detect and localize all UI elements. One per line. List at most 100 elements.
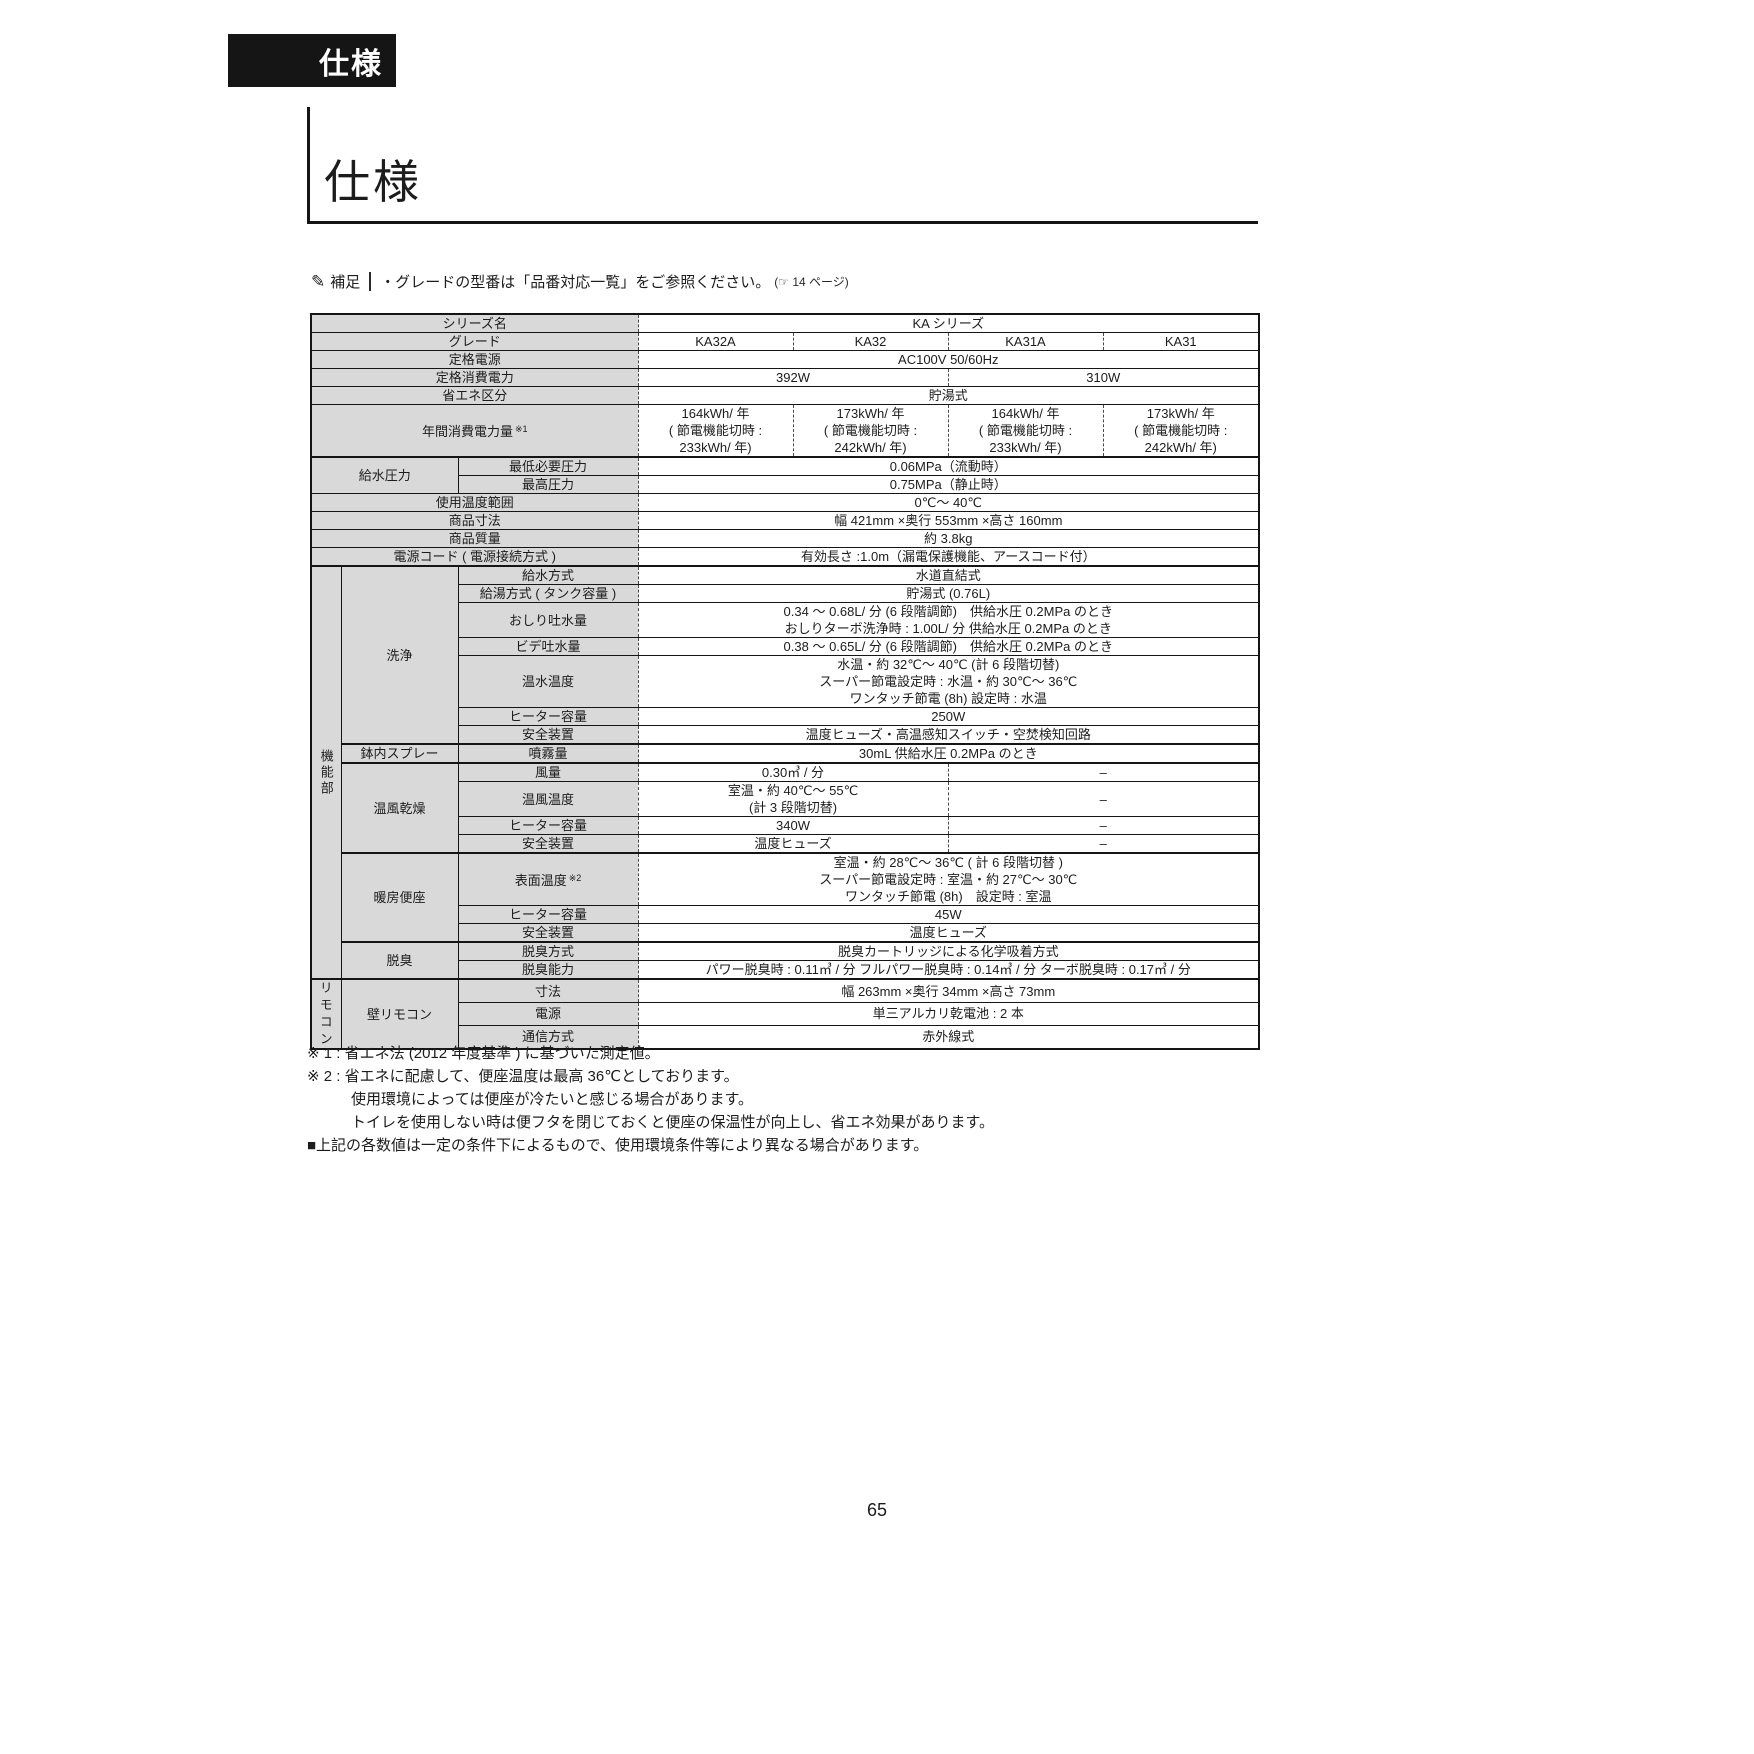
supplement-text: ・グレードの型番は「品番対応一覧」をご参照ください。 xyxy=(380,274,771,291)
row-value: 幅 421mm ×奥行 553mm ×高さ 160mm xyxy=(637,511,1260,530)
section-tab-label: 仕様 xyxy=(319,47,383,81)
row-rated-power-supply: 定格電源 AC100V 50/60Hz xyxy=(310,350,1260,369)
row-dimensions: 商品寸法 幅 421mm ×奥行 553mm ×高さ 160mm xyxy=(310,511,1260,530)
row-value: 0.75MPa（静止時） xyxy=(637,475,1260,494)
row-value: 約 3.8kg xyxy=(637,529,1260,548)
row-label: 安全装置 xyxy=(457,834,639,854)
grade-cell: KA31A xyxy=(947,332,1104,351)
row-label: 寸法 xyxy=(457,978,639,1004)
footnote-line: ※ 2 : 省エネに配慮して、便座温度は最高 36℃としております。 xyxy=(307,1068,739,1085)
footnote-line: ※ 1 : 省エネ法 (2012 年度基準 ) に基づいた測定値。 xyxy=(307,1045,660,1062)
footnote-line: トイレを使用しない時は便フタを閉じておくと便座の保温性が向上し、省エネ効果があり… xyxy=(351,1114,995,1131)
row-label: 使用温度範囲 xyxy=(310,493,639,512)
row-hot-water-supply: 給湯方式 ( タンク容量 ) 貯湯式 (0.76L) xyxy=(311,584,1260,603)
footnotes: ※ 1 : 省エネ法 (2012 年度基準 ) に基づいた測定値。 ※ 2 : … xyxy=(307,1042,994,1157)
footnote-line: 使用環境によっては便座が冷たいと感じる場合があります。 xyxy=(351,1091,754,1108)
note-divider xyxy=(369,272,372,291)
row-label: ヒーター容量 xyxy=(457,816,639,835)
row-value: 貯湯式 (0.76L) xyxy=(637,584,1260,603)
row-water-pressure-min: 給水圧力 最低必要圧力 0.06MPa（流動時） xyxy=(310,456,1260,494)
row-value: 温度ヒューズ xyxy=(637,923,1260,943)
row-label: 温風温度 xyxy=(457,781,639,817)
row-value-right: – xyxy=(947,762,1260,782)
row-label: 電源コード ( 電源接続方式 ) xyxy=(310,547,639,567)
row-weight: 商品質量 約 3.8kg xyxy=(310,529,1260,548)
annual-energy-cell: 173kWh/ 年 ( 節電機能切時 : 242kWh/ 年) xyxy=(1102,404,1260,458)
row-remote-power: 電源 単三アルカリ乾電池 : 2 本 xyxy=(311,1002,1260,1026)
spec-table: シリーズ名 KA シリーズ グレード KA32A KA32 KA31A KA31… xyxy=(310,313,1261,1050)
row-label: ヒーター容量 xyxy=(457,905,639,924)
row-value: 貯湯式 xyxy=(637,386,1260,405)
row-deodorizer-method: 脱臭 脱臭方式 脱臭カートリッジによる化学吸着方式 xyxy=(311,941,1260,980)
row-value: 有効長さ :1.0m（漏電保護機能、アースコード付） xyxy=(637,547,1260,567)
row-rated-power-consumption: 定格消費電力 392W 310W xyxy=(310,368,1260,387)
row-label: 電源 xyxy=(457,1002,639,1026)
row-bowl-spray: 鉢内スプレー 噴霧量 30mL 供給水圧 0.2MPa のとき xyxy=(311,743,1260,764)
row-value: 幅 263mm ×奥行 34mm ×高さ 73mm xyxy=(637,978,1260,1004)
row-label: シリーズ名 xyxy=(310,313,639,333)
pencil-icon: ✎ xyxy=(311,272,326,291)
row-power-cord: 電源コード ( 電源接続方式 ) 有効長さ :1.0m（漏電保護機能、アースコー… xyxy=(310,547,1260,567)
group-wall-remote: 壁リモコン xyxy=(340,978,459,1050)
row-value-right: – xyxy=(947,816,1260,835)
footnote-line: ■上記の各数値は一定の条件下によるもので、使用環境条件等により異なる場合がありま… xyxy=(307,1137,929,1154)
row-dryer-air-temp: 温風温度 室温・約 40℃～ 55℃ (計 3 段階切替) – xyxy=(311,781,1260,817)
row-label: 風量 xyxy=(457,762,639,782)
row-label: 安全装置 xyxy=(457,725,639,745)
row-value: AC100V 50/60Hz xyxy=(637,350,1260,369)
row-label: 温水温度 xyxy=(457,655,639,708)
supplement-label: 補足 xyxy=(330,274,361,291)
row-label: おしり吐水量 xyxy=(457,602,639,638)
row-value: 0℃～ 40℃ xyxy=(637,493,1260,512)
row-dryer-airflow: 温風乾燥 風量 0.30㎥ / 分 – xyxy=(311,762,1260,854)
title-block: 仕様 xyxy=(307,107,1258,224)
annual-energy-cell: 164kWh/ 年 ( 節電機能切時 : 233kWh/ 年) xyxy=(637,404,794,458)
row-value: 水温・約 32℃～ 40℃ (計 6 段階切替) スーパー節電設定時 : 水温・… xyxy=(637,655,1260,708)
row-value: 赤外線式 xyxy=(637,1024,1260,1050)
row-label: 安全装置 xyxy=(457,923,639,943)
row-value-left: 室温・約 40℃～ 55℃ (計 3 段階切替) xyxy=(637,781,949,817)
group-deodorizer: 脱臭 xyxy=(340,941,459,980)
row-label: グレード xyxy=(310,332,639,351)
row-rear-flow: おしり吐水量 0.34 ～ 0.68L/ 分 (6 段階調節) 供給水圧 0.2… xyxy=(311,602,1260,638)
grade-cell: KA31 xyxy=(1102,332,1260,351)
row-value-left: 0.30㎥ / 分 xyxy=(637,762,949,782)
row-label: ビデ吐水量 xyxy=(457,637,639,656)
row-value-right: – xyxy=(947,781,1260,817)
row-label: 商品質量 xyxy=(310,529,639,548)
row-dryer-safety: 安全装置 温度ヒューズ – xyxy=(311,834,1260,854)
row-temp-range: 使用温度範囲 0℃～ 40℃ xyxy=(310,493,1260,512)
page-number: 65 xyxy=(866,1500,888,1520)
row-value: 0.34 ～ 0.68L/ 分 (6 段階調節) 供給水圧 0.2MPa のとき… xyxy=(637,602,1260,638)
row-label-text: 年間消費電力量 xyxy=(421,424,513,439)
row-label: 定格電源 xyxy=(310,350,639,369)
row-annual-energy: 年間消費電力量 ※1 164kWh/ 年 ( 節電機能切時 : 233kWh/ 年… xyxy=(310,404,1260,458)
row-label-text: 表面温度 xyxy=(514,873,567,888)
group-washing: 洗浄 xyxy=(340,565,459,745)
row-remote-size: リモコン 壁リモコン 寸法 幅 263mm ×奥行 34mm ×高さ 73mm xyxy=(310,978,1260,1050)
row-label: 最低必要圧力 xyxy=(457,456,639,476)
row-label: 年間消費電力量 ※1 xyxy=(310,404,639,458)
row-value: 0.38 ～ 0.65L/ 分 (6 段階調節) 供給水圧 0.2MPa のとき xyxy=(637,637,1260,656)
group-warm-air-dryer: 温風乾燥 xyxy=(340,762,459,854)
row-label: 脱臭能力 xyxy=(457,960,639,980)
row-energy-class: 省エネ区分 貯湯式 xyxy=(310,386,1260,405)
row-value: 室温・約 28℃～ 36℃ ( 計 6 段階切替 ) スーパー節電設定時 : 室… xyxy=(637,852,1260,906)
row-dryer-heater: ヒーター容量 340W – xyxy=(311,816,1260,835)
row-value: 水道直結式 xyxy=(637,565,1260,585)
row-seat-heater: ヒーター容量 45W xyxy=(311,905,1260,924)
row-label: 脱臭方式 xyxy=(457,941,639,961)
row-label: 定格消費電力 xyxy=(310,368,639,387)
row-value-right: – xyxy=(947,834,1260,854)
row-water-temp: 温水温度 水温・約 32℃～ 40℃ (計 6 段階切替) スーパー節電設定時 … xyxy=(311,655,1260,708)
row-label: 通信方式 xyxy=(457,1024,639,1050)
row-seat-surface-temp: 暖房便座 表面温度 ※2 室温・約 28℃～ 36℃ ( 計 6 段階切替 ) ス… xyxy=(311,852,1260,943)
page-title: 仕様 xyxy=(324,156,422,208)
row-bidet-flow: ビデ吐水量 0.38 ～ 0.65L/ 分 (6 段階調節) 供給水圧 0.2M… xyxy=(311,637,1260,656)
row-value-right: 310W xyxy=(947,368,1260,387)
row-label: 給水方式 xyxy=(457,565,639,585)
footnote-ref-1: ※1 xyxy=(514,424,528,434)
row-label: 表面温度 ※2 xyxy=(457,852,639,906)
group-heated-seat: 暖房便座 xyxy=(340,852,459,943)
